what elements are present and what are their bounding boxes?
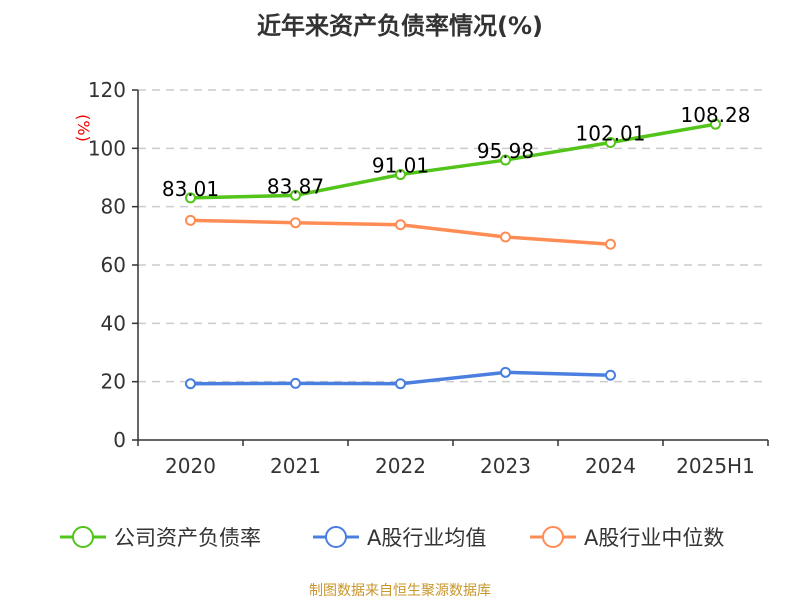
x-tick-label: 2025H1	[676, 454, 755, 478]
data-point	[500, 154, 511, 166]
data-label: 102.01	[576, 121, 646, 145]
legend-item[interactable]: A股行业中位数	[530, 526, 724, 550]
data-point	[395, 378, 406, 390]
data-label: 95.98	[477, 139, 534, 163]
y-tick-label: 40	[101, 311, 126, 335]
y-tick-label: 120	[88, 78, 126, 102]
data-point	[290, 377, 301, 389]
data-point	[185, 214, 196, 226]
data-point	[500, 366, 511, 378]
series-line	[190, 122, 716, 200]
data-point	[710, 118, 721, 130]
data-point	[395, 219, 406, 231]
data-label: 108.28	[681, 103, 751, 127]
legend-marker	[325, 526, 347, 548]
data-point	[605, 238, 616, 250]
data-point	[185, 192, 196, 204]
data-point	[605, 136, 616, 148]
x-tick-label: 2022	[375, 454, 426, 478]
legend-item[interactable]: A股行业均值	[313, 526, 486, 550]
data-label: 91.01	[372, 154, 429, 178]
data-label: 83.01	[162, 177, 219, 201]
data-point	[290, 189, 301, 201]
legend-label: A股行业中位数	[584, 526, 724, 550]
data-label: 83.87	[267, 174, 324, 198]
data-point	[185, 378, 196, 390]
legend-marker	[542, 526, 564, 548]
data-point	[290, 217, 301, 229]
y-tick-label: 0	[113, 428, 126, 452]
x-tick-label: 2020	[165, 454, 216, 478]
legend-label: A股行业均值	[367, 526, 486, 550]
x-tick-label: 2023	[480, 454, 531, 478]
legend-item[interactable]: 公司资产负债率	[60, 526, 261, 550]
x-tick-label: 2024	[585, 454, 636, 478]
y-tick-label: 60	[101, 253, 126, 277]
y-tick-label: 80	[101, 195, 126, 219]
legend-label: 公司资产负债率	[114, 526, 261, 550]
source-note: 制图数据来自恒生聚源数据库	[309, 583, 491, 599]
y-axis-label: (%)	[74, 114, 93, 142]
legend-marker	[72, 526, 94, 548]
chart-title: 近年来资产负债率情况(%)	[257, 12, 543, 40]
y-tick-label: 20	[101, 370, 126, 394]
data-point	[500, 231, 511, 243]
data-point	[605, 369, 616, 381]
data-point	[395, 169, 406, 181]
x-tick-label: 2021	[270, 454, 321, 478]
y-tick-label: 100	[88, 136, 126, 160]
